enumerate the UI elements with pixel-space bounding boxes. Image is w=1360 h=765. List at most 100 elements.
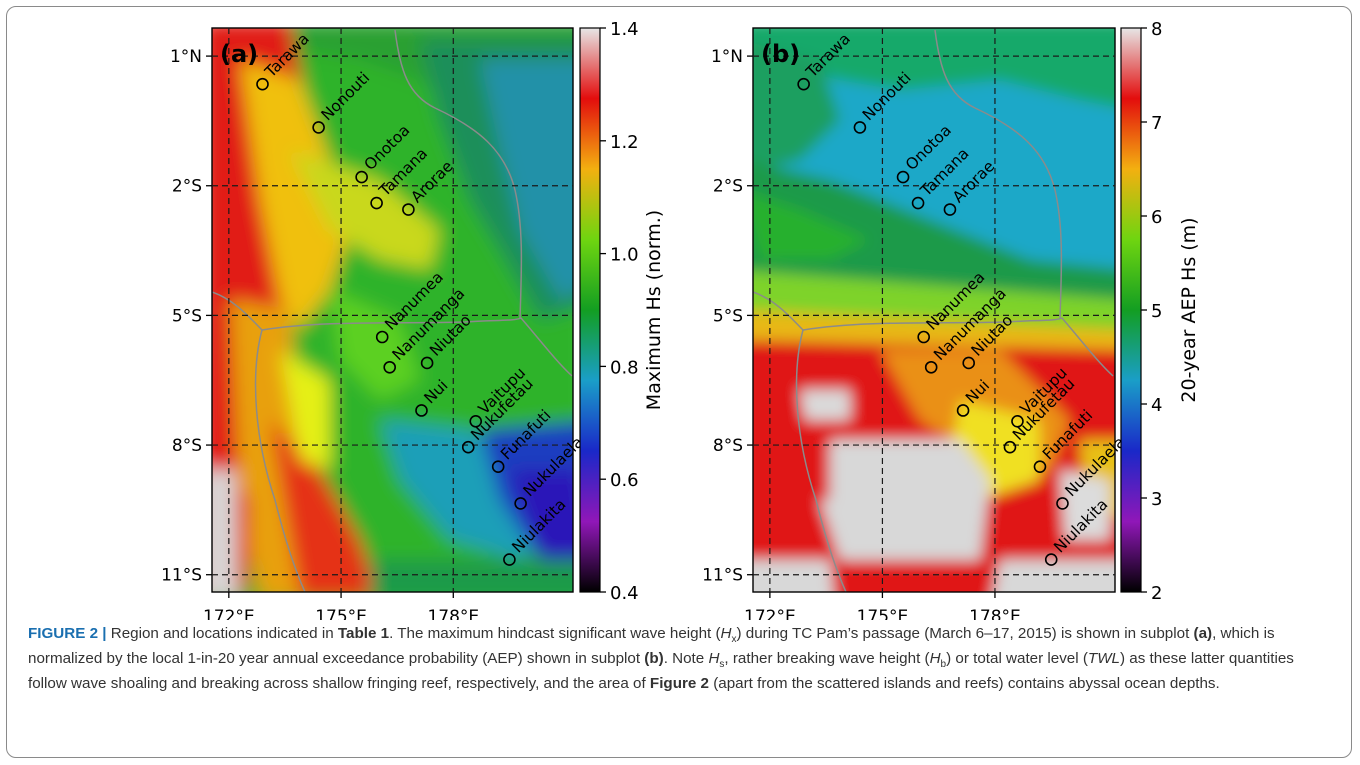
caption-text: ) as these latter quantities follow wave… xyxy=(28,650,1294,692)
island-marker xyxy=(312,121,325,134)
caption-text: Region and locations indicated in xyxy=(106,625,338,642)
y-tick-label: 11°S xyxy=(161,566,202,586)
island-marker xyxy=(1044,553,1058,566)
y-tick-label: 5°S xyxy=(713,306,743,326)
coastline-lines-b xyxy=(753,29,1114,592)
colorbar-label: 20-year AEP Hs (m) xyxy=(1178,217,1200,402)
island-marker xyxy=(917,330,930,344)
grid-lines-b xyxy=(753,28,1115,592)
y-tick-label: 2°S xyxy=(713,177,743,197)
colorbar-tick-label: 8 xyxy=(1151,19,1162,40)
y-tick-label: 11°S xyxy=(702,566,743,586)
map-panel-b: 172°E 175°E 178°E1°N2°S5°S8°S11°S TarawaNo… xyxy=(702,19,1200,620)
island-marker xyxy=(1033,460,1047,473)
panel-label-a: (a) xyxy=(220,40,258,68)
twl-symbol: TWL xyxy=(1087,650,1120,667)
hx-subscript: x xyxy=(731,634,737,646)
x-tick-label: 178°E xyxy=(969,607,1021,620)
x-tick-label: 172°E xyxy=(744,607,796,620)
axis-ticks-a: 172°E 175°E 178°E 1°N 2°S 5°S 8°S 11°S xyxy=(161,47,479,620)
table-reference[interactable]: Table 1 xyxy=(337,625,390,642)
colorbar-tick-label: 0.8 xyxy=(610,357,639,378)
wave-height-field-a xyxy=(212,28,573,592)
colorbar-label: Maximum Hs (norm.) xyxy=(643,210,665,410)
hs-symbol: H xyxy=(708,650,720,667)
colorbar-tick-label: 4 xyxy=(1151,395,1162,416)
y-tick-label: 2°S xyxy=(172,177,202,197)
island-marker xyxy=(853,121,867,134)
island-marker xyxy=(355,170,368,184)
island-marker xyxy=(956,404,970,417)
island-marker xyxy=(911,196,925,210)
colorbar-tick-label: 0.6 xyxy=(610,470,639,491)
colorbar-tick-label: 1.0 xyxy=(610,245,639,266)
x-tick-label: 172°E xyxy=(203,607,255,620)
colorbar-tick-label: 5 xyxy=(1151,301,1162,322)
island-marker xyxy=(962,356,975,370)
hb-subscript: b xyxy=(940,659,947,671)
colorbar-tick-label: 6 xyxy=(1151,207,1162,228)
figure: 172°E 175°E 178°E1°N2°S5°S8°S11°S TarawaNo… xyxy=(161,19,1200,620)
island-marker xyxy=(514,497,527,510)
grid-lines-a xyxy=(212,28,573,592)
caption-text: ) or total water level ( xyxy=(946,650,1088,667)
figure-reference[interactable]: Figure 2 xyxy=(649,675,709,692)
caption-text: ) during TC Pam’s passage (March 6–17, 2… xyxy=(736,625,1194,642)
x-tick-label: 175°E xyxy=(315,607,367,620)
colorbar-tick-label: 1.4 xyxy=(610,19,639,40)
axis-ticks-b: 172°E 175°E 178°E 1°N 2°S 5°S 8°S 11°S xyxy=(702,47,1021,620)
island-marker xyxy=(491,460,505,473)
caption-text: (apart from the scattered islands and re… xyxy=(709,675,1220,692)
y-tick-label: 1°N xyxy=(170,47,202,67)
colorbar-a: 1.4 1.2 1.0 0.8 0.6 0.4 Maximum Hs (norm.) xyxy=(579,19,665,604)
colorbar-tick-label: 3 xyxy=(1151,489,1162,510)
caption-text: . The maximum hindcast significant wave … xyxy=(389,625,721,642)
caption-text: , which is normalized by the local 1-in-… xyxy=(28,625,1275,667)
colorbar-tick-label: 7 xyxy=(1151,113,1162,134)
x-tick-label: 178°E xyxy=(427,607,479,620)
island-marker xyxy=(896,170,910,184)
colorbar-tick-label: 0.4 xyxy=(610,583,639,604)
colorbar-tick-label: 2 xyxy=(1151,583,1162,604)
y-tick-label: 1°N xyxy=(711,47,743,67)
subplot-b-ref: (b) xyxy=(644,650,664,667)
island-marker xyxy=(461,440,475,454)
island-marker xyxy=(402,203,415,216)
wave-height-field-b xyxy=(753,28,1115,592)
plot-frame-b xyxy=(752,27,1116,593)
caption-text: . Note xyxy=(663,650,709,667)
colorbar-tick-label: 1.2 xyxy=(610,132,639,153)
island-marker xyxy=(943,203,957,216)
y-tick-label: 5°S xyxy=(172,306,202,326)
colorbar-scale xyxy=(579,27,601,593)
panel-label-b: (b) xyxy=(761,40,800,68)
plot-frame-a xyxy=(211,27,574,593)
hs-subscript: s xyxy=(719,659,725,671)
colorbar-scale xyxy=(1120,27,1142,593)
island-marker xyxy=(256,77,269,91)
subplot-a-ref: (a) xyxy=(1193,625,1213,642)
y-tick-label: 8°S xyxy=(172,436,202,456)
island-marker xyxy=(1011,414,1024,428)
island-marker xyxy=(1003,440,1017,454)
island-marker xyxy=(420,356,434,370)
map-panel-a: 172°E 175°E 178°E1°N2°S5°S8°S11°S TarawaNo… xyxy=(161,19,665,620)
hx-symbol: H xyxy=(720,625,732,642)
y-tick-label: 8°S xyxy=(713,436,743,456)
island-marker xyxy=(797,77,810,91)
island-marker xyxy=(370,196,383,210)
island-marker xyxy=(1056,497,1069,510)
island-marker xyxy=(415,404,428,417)
hb-symbol: H xyxy=(929,650,941,667)
island-marker xyxy=(375,330,389,344)
x-tick-label: 175°E xyxy=(857,607,909,620)
figure-caption: FIGURE 2 | Region and locations indicate… xyxy=(28,621,1333,696)
colorbar-b: 8 7 6 5 4 3 2 20-year AEP Hs (m) xyxy=(1120,19,1200,604)
figure-label: FIGURE 2 | xyxy=(28,625,107,642)
island-marker xyxy=(503,553,516,566)
island-marker xyxy=(469,414,483,428)
caption-text: , rather breaking wave height ( xyxy=(724,650,930,667)
island-marker xyxy=(383,360,396,374)
coastline-lines-a xyxy=(212,29,573,592)
island-marker xyxy=(924,360,938,374)
